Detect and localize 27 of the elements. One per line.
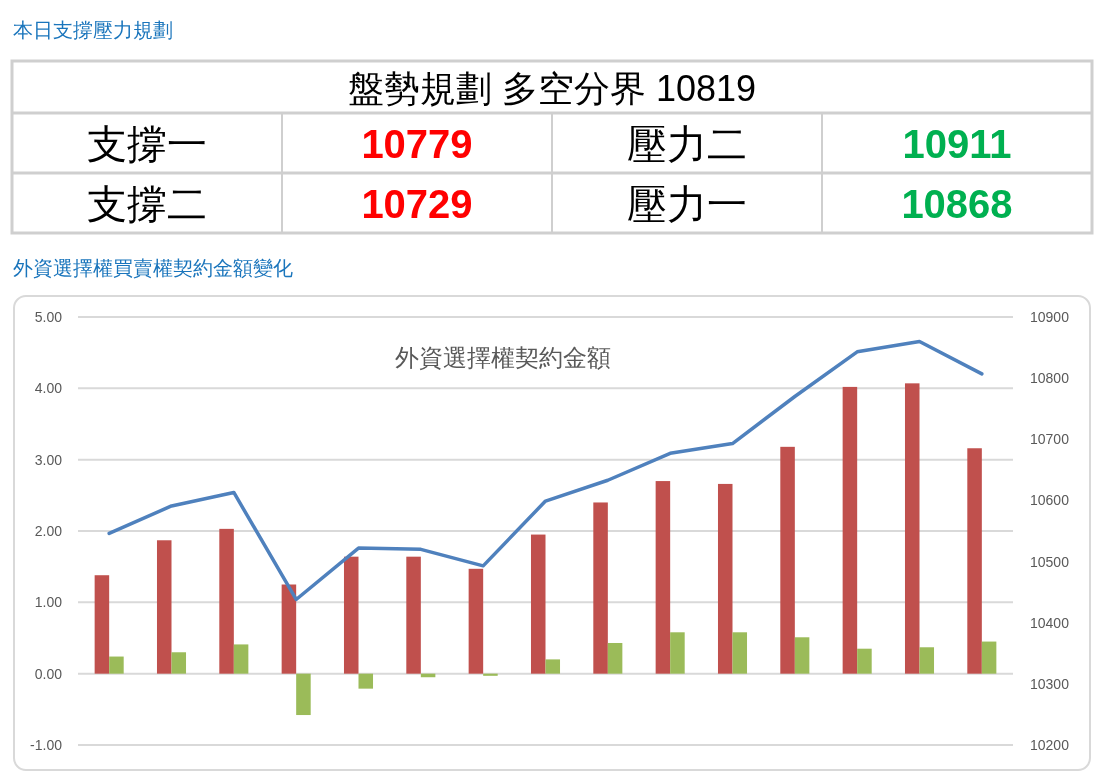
table-cell: 10911 <box>902 122 1012 166</box>
ytick-label: 5.00 <box>34 309 62 325</box>
y2tick-label: 10600 <box>1030 492 1069 509</box>
ytick-label: 1.00 <box>34 594 62 611</box>
table-cell: 10729 <box>361 182 473 226</box>
table-cell: 壓力二 <box>627 122 747 166</box>
table-header: 盤勢規劃 多空分界 10819 <box>347 67 757 109</box>
title: 外資選擇權買賣權契約金額變化 <box>13 257 293 279</box>
table-cell: 壓力一 <box>627 182 747 226</box>
ytick-label: 3.00 <box>34 451 62 468</box>
y2tick-label: 10900 <box>1030 309 1069 325</box>
subtitle: 外資選擇權契約金額 <box>395 343 611 371</box>
ytick-label: 2.00 <box>34 523 62 539</box>
ytick-label: 0.00 <box>34 665 62 682</box>
table-cell: 支撐一 <box>87 122 207 166</box>
title: 本日支撐壓力規劃 <box>13 19 173 41</box>
y2tick-label: 10400 <box>1030 614 1069 631</box>
y2tick-label: 10800 <box>1030 370 1069 387</box>
table-cell: 支撐二 <box>87 182 207 226</box>
y2tick-label: 10700 <box>1030 431 1069 448</box>
y2tick-label: 10200 <box>1030 737 1069 753</box>
ytick-label: 4.00 <box>34 380 62 397</box>
ytick-label: -1.00 <box>30 737 62 753</box>
table-cell: 10779 <box>361 122 473 166</box>
y2tick-label: 10500 <box>1030 553 1069 570</box>
table-cell: 10868 <box>901 182 1013 226</box>
y2tick-label: 10300 <box>1030 675 1069 692</box>
